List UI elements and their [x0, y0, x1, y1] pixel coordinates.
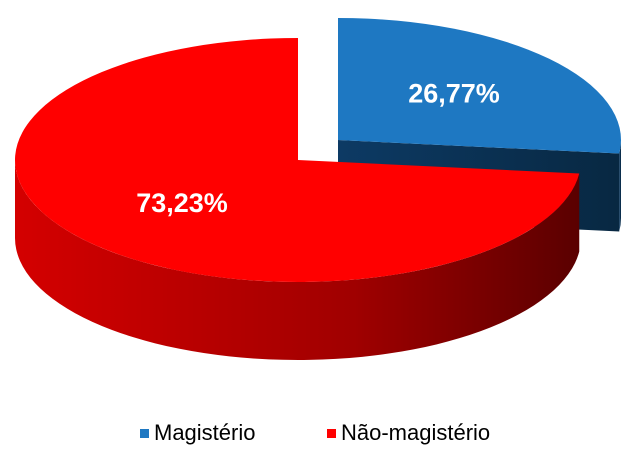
data-label: 73,23% — [136, 188, 228, 218]
slice — [338, 18, 621, 154]
data-label: 26,77% — [408, 78, 500, 108]
legend-swatch — [327, 429, 336, 438]
legend-swatch — [140, 429, 149, 438]
slice — [15, 38, 580, 283]
slice-side — [619, 140, 621, 232]
legend-label: Magistério — [154, 420, 255, 445]
slice-side — [15, 160, 580, 361]
legend-label: Não-magistério — [341, 420, 490, 445]
